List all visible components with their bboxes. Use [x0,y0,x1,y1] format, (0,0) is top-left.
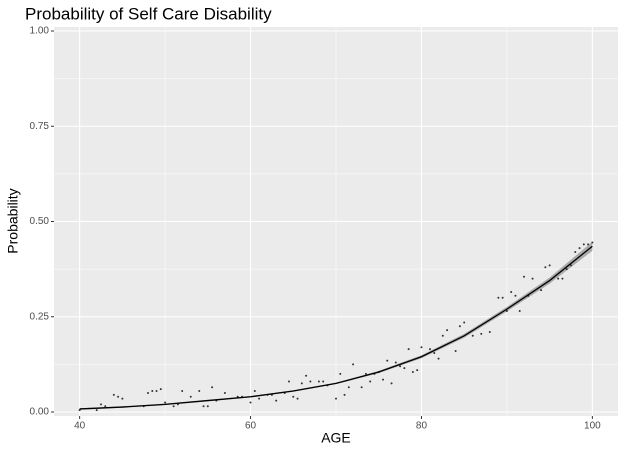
data-point [339,372,342,375]
data-point [411,370,414,373]
data-point [95,409,98,412]
data-point [112,393,115,396]
data-point [155,390,158,393]
data-point [322,380,325,383]
data-point [181,390,184,393]
data-point [587,243,590,246]
data-point [565,268,568,271]
data-point [497,296,500,299]
data-point [458,325,461,328]
data-point [416,369,419,372]
x-tick-label: 80 [416,421,428,432]
x-tick-label: 60 [245,421,257,432]
data-point [347,386,350,389]
data-point [296,397,299,400]
x-tick-label: 100 [584,421,601,432]
data-point [407,348,410,351]
data-point [514,294,517,297]
y-tick-label: 0.50 [30,216,50,227]
data-point [570,264,572,267]
data-point [258,397,261,400]
data-point [471,334,474,337]
data-point [352,363,355,366]
data-point [531,277,534,280]
data-point [454,350,457,353]
data-point [544,266,547,269]
data-point [121,397,124,400]
data-point [403,367,406,370]
data-point [557,277,560,280]
data-point [429,348,431,351]
data-point [480,332,483,335]
data-point [441,334,444,337]
data-point [548,264,551,267]
data-point [198,390,201,393]
data-point [510,290,513,293]
x-axis-label: AGE [321,430,351,446]
data-point [104,405,107,408]
y-axis-label: Probability [5,188,21,253]
data-point [211,386,214,389]
data-point [518,310,521,313]
data-point [394,361,397,364]
data-point [189,395,192,398]
data-point [523,275,525,278]
data-point [292,395,295,398]
data-point [488,330,491,333]
data-point [275,399,278,402]
data-point [561,277,564,280]
data-point [433,351,436,354]
data-point [335,397,337,400]
data-point [386,359,389,362]
data-point [206,405,209,408]
data-point [364,372,367,375]
data-point [309,380,312,383]
y-tick-label: 1.00 [30,26,50,37]
data-point [317,380,320,383]
data-point [164,401,167,404]
data-point [343,393,346,396]
data-point [578,247,581,250]
data-point [249,401,252,404]
data-point [369,380,372,383]
data-point [501,296,504,299]
x-tick-label: 40 [74,421,86,432]
chart-title: Probability of Self Care Disability [25,4,272,23]
data-point [147,391,149,394]
data-point [463,321,466,324]
data-point [382,378,384,381]
data-point [505,310,508,313]
data-point [360,386,363,389]
data-point [420,346,423,349]
data-point [253,390,256,393]
fit-line [79,245,593,410]
data-point [78,409,81,412]
data-point [574,250,577,253]
y-tick-label: 0.00 [30,407,50,418]
y-tick-label: 0.75 [30,121,50,132]
data-point [437,357,440,360]
data-point [202,405,205,408]
data-point [399,365,402,368]
data-point [151,390,154,393]
data-point [300,382,303,385]
data-point [446,329,449,332]
data-point [172,405,175,408]
data-point [305,374,308,377]
data-point [582,243,585,246]
data-point [390,382,393,385]
data-point [591,241,594,244]
data-point [159,388,162,391]
data-point [540,289,543,292]
data-point [100,403,102,406]
y-tick-label: 0.25 [30,311,50,322]
data-point [117,395,120,398]
data-point [223,391,226,394]
data-point [288,380,290,383]
